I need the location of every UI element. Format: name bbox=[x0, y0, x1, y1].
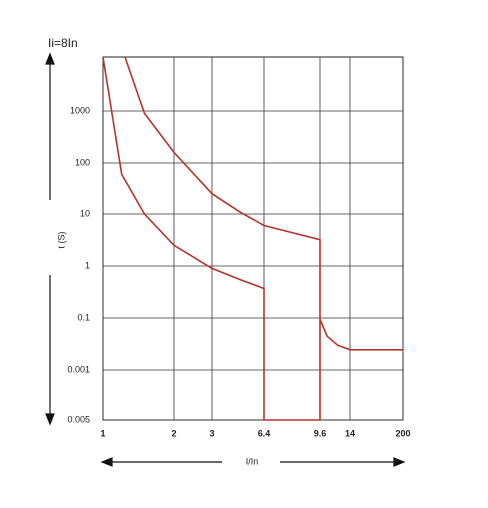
x-arrow bbox=[100, 457, 406, 467]
x-axis-label: I/In bbox=[246, 456, 259, 466]
y-tick-label: 0.005 bbox=[67, 414, 90, 424]
x-tick-label: 200 bbox=[395, 428, 410, 438]
y-tick-label: 1000 bbox=[70, 105, 90, 115]
x-tick-label: 3 bbox=[209, 428, 214, 438]
x-tick-label: 1 bbox=[100, 428, 105, 438]
y-axis-label: t (S) bbox=[56, 231, 66, 248]
x-tick-label: 2 bbox=[171, 428, 176, 438]
y-tick-label: 0.001 bbox=[67, 364, 90, 374]
y-arrow bbox=[45, 52, 55, 426]
y-tick-label: 10 bbox=[80, 208, 90, 218]
y-tick-label: 0.1 bbox=[77, 312, 90, 322]
x-tick-label: 9.6 bbox=[314, 428, 327, 438]
chart-title: Ii=8In bbox=[48, 36, 78, 50]
x-tick-label: 6.4 bbox=[258, 428, 271, 438]
curve bbox=[102, 56, 321, 421]
y-tick-label: 100 bbox=[75, 157, 90, 167]
y-tick-label: 1 bbox=[85, 260, 90, 270]
curve bbox=[124, 56, 403, 351]
x-tick-label: 14 bbox=[345, 428, 355, 438]
plot-frame bbox=[102, 56, 404, 421]
